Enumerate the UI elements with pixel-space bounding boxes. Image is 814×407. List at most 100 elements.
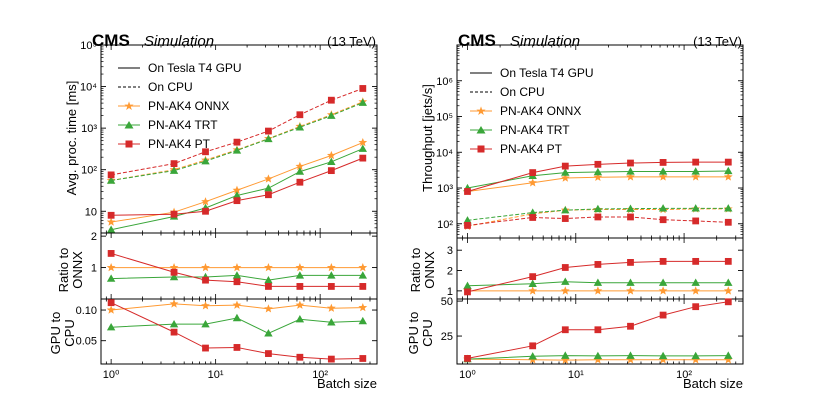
- right-ratio-ytick-label: 2: [447, 266, 453, 278]
- right-main-ytick-label: 10³: [437, 183, 453, 195]
- left-ratio-frame: [100, 232, 378, 300]
- left-xtick-label: 10¹: [208, 369, 224, 381]
- right-main-onnx-gpu-point: [658, 172, 668, 181]
- left-main-trt-cpu-point: [169, 166, 179, 174]
- left-gpucpu-pt-point: [359, 355, 367, 362]
- right-main-pt-gpu-point: [529, 169, 537, 176]
- left-main-pt-gpu-point: [202, 207, 209, 215]
- left-main-ytick-label: 10²: [81, 165, 97, 177]
- left-main-trt-cpu-point: [201, 157, 210, 165]
- left-gpucpu-trt-point: [358, 316, 368, 325]
- right-ratio-pt-line: [467, 260, 729, 293]
- left-gpucpu-pt-point: [170, 328, 178, 336]
- left-ratio-onnx-point: [169, 262, 179, 272]
- right-main-trt-cpu-point: [528, 208, 537, 216]
- left-ratio-trt-point: [358, 271, 368, 279]
- left-gpucpu-pt-point: [327, 355, 335, 363]
- left-main-trt-cpu-point: [327, 111, 336, 119]
- left-gpucpu-pt-line: [110, 302, 363, 360]
- right-main-pt-gpu-point: [659, 159, 667, 166]
- left-xtick-label: 10⁰: [103, 369, 120, 381]
- left-main-pt-gpu-point: [170, 210, 178, 218]
- right-legend-pt-square-icon: [477, 145, 485, 153]
- right-gpucpu-onnx-point: [658, 355, 668, 364]
- left-simulation-label: Simulation: [144, 33, 214, 50]
- right-ratio-trt-point: [561, 277, 570, 285]
- left-legend-gpu-label: On Tesla T4 GPU: [148, 61, 242, 75]
- left-panel-gpucpu: 0.05 0.10 10⁰ 10¹ 10²: [76, 298, 378, 381]
- left-gpucpu-trt-point: [106, 323, 116, 331]
- left-main-onnx-gpu-point: [326, 150, 336, 160]
- right-panel-main: 10² 10³ 10⁴ 10⁵ 10⁶: [436, 44, 744, 239]
- right-main-pt-cpu-point: [561, 215, 569, 222]
- right-energy-label: (13 TeV): [693, 34, 742, 49]
- left-gpucpu-pt-point: [202, 344, 209, 352]
- right-gpucpu-onnx-point: [691, 355, 701, 364]
- left-main-onnx-gpu-point: [295, 161, 305, 171]
- right-gpucpu-frame: [456, 298, 744, 365]
- right-legend-trt-label: PN-AK4 TRT: [500, 123, 570, 137]
- left-main-trt-gpu-point: [295, 167, 305, 175]
- right-simulation-label: Simulation: [510, 33, 580, 50]
- left-main-pt-cpu-point: [107, 171, 115, 179]
- left-main-pt-gpu-point: [359, 154, 367, 162]
- right-gpucpu-onnx-point: [626, 355, 635, 364]
- right-main-pt-gpu-line: [467, 161, 729, 192]
- right-main-ytick-label: 10⁴: [436, 147, 453, 159]
- right-xtick-label: 10¹: [568, 369, 584, 381]
- right-ratio-pt-point: [659, 257, 667, 265]
- left-main-ytick-label: 10⁵: [80, 40, 97, 52]
- left-main-trt-cpu-line: [111, 102, 364, 181]
- left-ratio-trt-line: [111, 274, 363, 281]
- right-ratio-onnx-point: [593, 286, 603, 295]
- left-main-onnx-gpu-point: [358, 137, 368, 147]
- right-legend-cpu-label: On CPU: [500, 85, 545, 99]
- right-legend-onnx-label: PN-AK4 ONNX: [500, 104, 581, 118]
- left-main-trt-gpu-point: [327, 157, 336, 165]
- right-main-pt-cpu-point: [627, 213, 634, 221]
- left-main-onnx-gpu-point: [232, 185, 242, 194]
- right-main-ytick-label: 10⁵: [436, 112, 453, 124]
- right-xtick-label: 10²: [676, 369, 692, 381]
- left-legend-trt-label: PN-AK4 TRT: [148, 118, 218, 132]
- right-ratio-trt-line: [467, 281, 729, 287]
- right-legend: On Tesla T4 GPU On CPU ★ PN-AK4 ONNX PN-…: [470, 66, 594, 156]
- left-gpucpu-onnx-point: [295, 300, 305, 309]
- right-ratio-trt-point: [626, 278, 635, 286]
- left-legend: On Tesla T4 GPU On CPU ★ PN-AK4 ONNX PN-…: [118, 61, 242, 151]
- left-gpucpu-trt-point: [232, 313, 242, 322]
- right-main-trt-cpu-point: [691, 204, 700, 212]
- right-main-trt-cpu-point: [724, 204, 733, 212]
- left-gpucpu-ytick-label: 0.10: [76, 305, 97, 317]
- right-main-pt-cpu-point: [464, 222, 471, 229]
- right-gpucpu-ylabel-line1: GPU to: [406, 312, 421, 355]
- right-ratio-onnx-point: [723, 286, 733, 295]
- left-main-trt-gpu-point: [358, 144, 368, 152]
- left-main-trt-cpu-point: [106, 176, 116, 184]
- left-legend-trt-triangle-icon: [124, 121, 134, 129]
- right-legend-gpu-label: On Tesla T4 GPU: [500, 66, 594, 80]
- left-gpucpu-ylabel-line1: GPU to: [48, 312, 63, 355]
- left-ratio-ytick-label: 2: [91, 231, 97, 243]
- right-gpucpu-trt-point: [691, 351, 700, 360]
- left-xtick-label: 10²: [312, 369, 328, 381]
- right-chart: CMS Simulation (13 TeV) Throughput [jets…: [406, 31, 744, 391]
- right-ratio-trt-point: [658, 278, 668, 286]
- left-gpucpu-onnx-line: [111, 303, 363, 311]
- left-main-pt-cpu-point: [327, 96, 335, 104]
- right-ratio-ytick-label: 1: [447, 286, 453, 298]
- right-gpucpu-onnx-point: [593, 355, 603, 364]
- right-gpucpu-trt-point: [528, 352, 537, 360]
- right-main-trt-gpu-point: [593, 167, 603, 176]
- left-legend-pt-square-icon: [125, 140, 133, 148]
- left-main-pt-gpu-point: [327, 167, 335, 175]
- left-main-trt-cpu-point: [232, 146, 242, 154]
- right-main-trt-gpu-point: [626, 167, 635, 175]
- right-legend-trt-triangle-icon: [476, 126, 486, 134]
- right-main-pt-gpu-point: [561, 162, 569, 170]
- right-main-onnx-gpu-point: [626, 172, 635, 181]
- right-ratio-trt-point: [691, 278, 700, 286]
- right-ratio-pt-point: [464, 288, 471, 296]
- right-panel-gpucpu: 25 50 10⁰ 10¹ 10²: [441, 296, 744, 381]
